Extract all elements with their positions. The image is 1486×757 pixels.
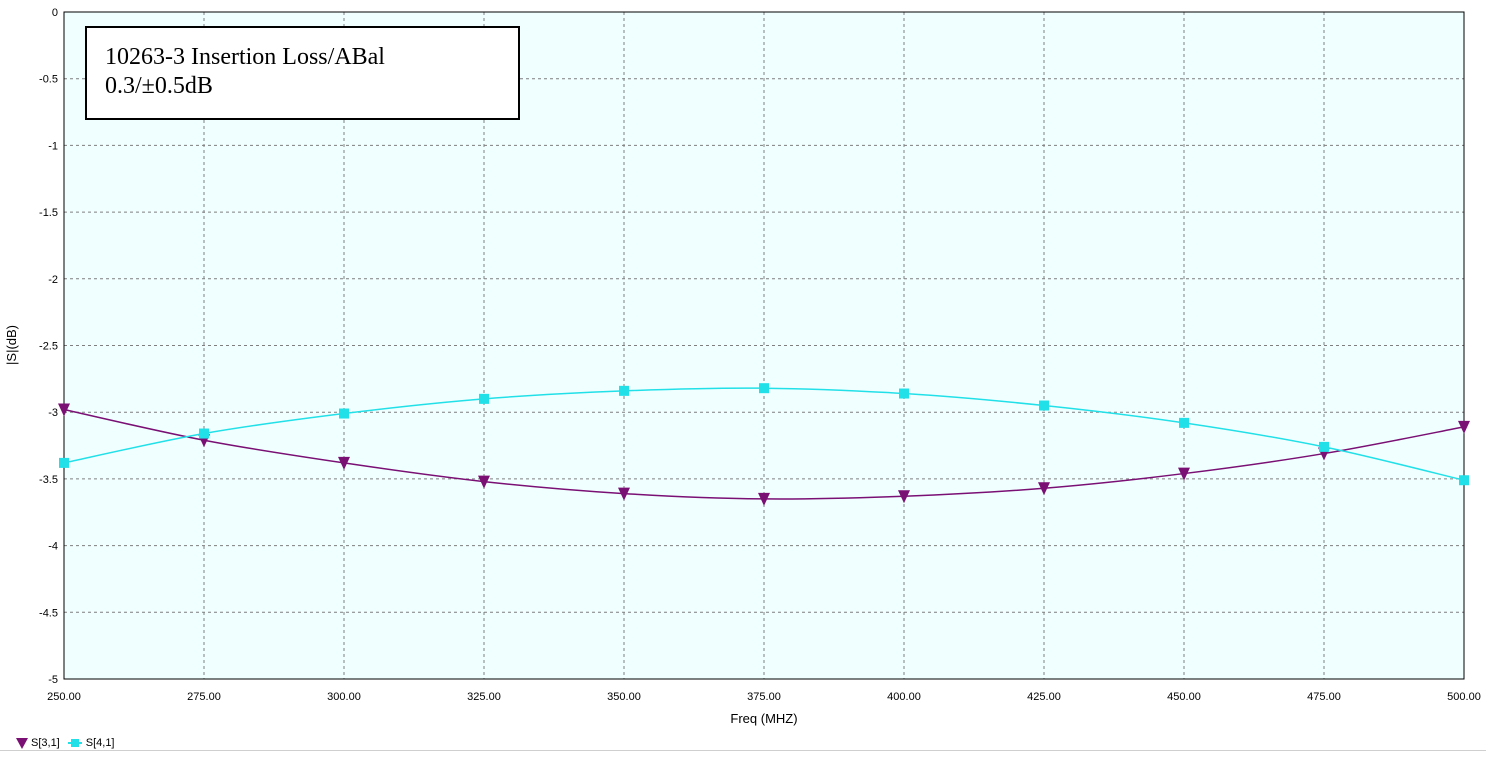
y-tick-label: 0 — [52, 7, 58, 19]
data-point-triangle — [58, 403, 70, 417]
data-point-square — [1179, 417, 1189, 428]
data-point-square — [899, 388, 909, 399]
annotation-box: 10263-3 Insertion Loss/ABal 0.3/±0.5dB — [85, 26, 520, 120]
y-tick-label: -3.5 — [39, 474, 58, 486]
annotation-line-1: 10263-3 Insertion Loss/ABal — [105, 44, 385, 70]
data-point-triangle — [758, 492, 770, 506]
data-point-triangle — [1178, 467, 1190, 481]
data-point-square — [59, 457, 69, 468]
y-tick-label: -3 — [48, 407, 58, 419]
x-tick-label: 325.00 — [467, 691, 501, 703]
square-marker-icon — [67, 739, 82, 747]
data-point-square — [339, 408, 349, 419]
data-point-triangle — [338, 456, 350, 470]
x-tick-label: 400.00 — [887, 691, 921, 703]
data-point-square — [1459, 475, 1469, 486]
x-tick-label: 425.00 — [1027, 691, 1061, 703]
y-tick-label: -0.5 — [39, 74, 58, 86]
legend-item-s31: S[3,1] — [16, 737, 60, 749]
y-tick-label: -1 — [48, 140, 58, 152]
series-layer — [58, 383, 1470, 506]
divider — [0, 750, 1486, 751]
data-point-triangle — [478, 475, 490, 489]
data-point-square — [479, 393, 489, 404]
y-tick-label: -1.5 — [39, 207, 58, 219]
y-tick-label: -4 — [48, 541, 58, 553]
y-axis-title: |S|(dB) — [4, 325, 19, 365]
x-tick-label: 250.00 — [47, 691, 81, 703]
legend-item-s41: S[4,1] — [67, 737, 115, 749]
legend: S[3,1] S[4,1] — [16, 734, 123, 752]
triangle-down-icon — [16, 737, 28, 749]
x-tick-label: 475.00 — [1307, 691, 1341, 703]
data-point-triangle — [898, 490, 910, 504]
x-axis-title: Freq (MHZ) — [730, 711, 797, 726]
data-point-triangle — [618, 487, 630, 501]
y-tick-label: -2.5 — [39, 341, 58, 353]
data-point-square — [619, 385, 629, 396]
x-tick-label: 500.00 — [1447, 691, 1481, 703]
y-tick-label: -4.5 — [39, 607, 58, 619]
x-tick-label: 450.00 — [1167, 691, 1201, 703]
data-point-square — [199, 428, 209, 439]
x-tick-label: 350.00 — [607, 691, 641, 703]
x-tick-label: 300.00 — [327, 691, 361, 703]
x-tick-label: 375.00 — [747, 691, 781, 703]
data-point-triangle — [1458, 420, 1470, 434]
data-point-square — [759, 383, 769, 394]
y-tick-label: -5 — [48, 674, 58, 686]
tick-labels: 250.00 275.00 300.00 325.00 350.00 375.00 400.… — [39, 7, 1481, 703]
data-point-square — [1039, 400, 1049, 411]
y-tick-label: -2 — [48, 274, 58, 286]
data-point-square — [1319, 441, 1329, 452]
annotation-line-2: 0.3/±0.5dB — [105, 73, 213, 99]
x-tick-label: 275.00 — [187, 691, 221, 703]
grid — [63, 11, 1465, 680]
plot-frame — [63, 11, 1465, 680]
legend-label: S[4,1] — [85, 737, 115, 749]
legend-label: S[3,1] — [31, 737, 60, 749]
data-point-triangle — [1038, 482, 1050, 496]
